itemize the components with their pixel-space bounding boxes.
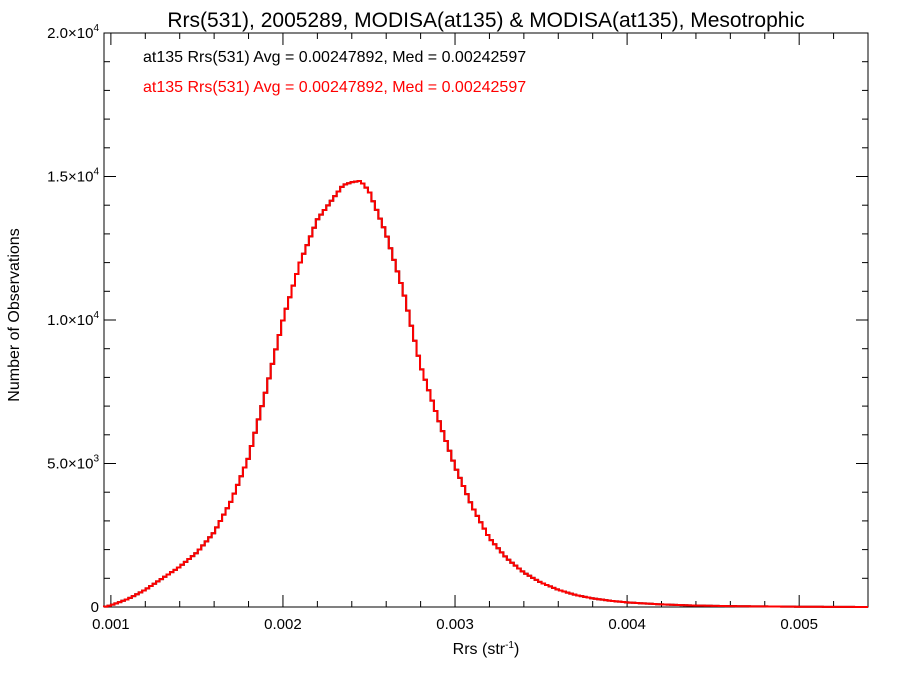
x-tick-label-2: 0.003 <box>436 616 474 633</box>
series-line-0 <box>103 180 868 608</box>
x-axis: 0.001 0.002 0.003 0.004 0.005 <box>92 33 869 633</box>
y-axis: 0 5.0×103 1.0×104 1.5×104 2.0×104 <box>47 23 868 616</box>
x-tick-label-0: 0.001 <box>92 616 130 633</box>
x-tick-label-1: 0.002 <box>264 616 302 633</box>
chart-title: Rrs(531), 2005289, MODISA(at135) & MODIS… <box>167 9 804 32</box>
y-tick-label-2: 1.0×104 <box>47 310 99 329</box>
x-axis-label: Rrs (str-1) <box>453 640 520 658</box>
y-tick-label-4: 2.0×104 <box>47 23 99 42</box>
y-tick-label-3: 1.5×104 <box>47 167 99 186</box>
y-axis-label: Number of Observations <box>6 228 23 401</box>
x-tick-label-3: 0.004 <box>608 616 646 633</box>
x-tick-label-4: 0.005 <box>780 616 818 633</box>
y-tick-label-1: 5.0×103 <box>47 454 99 473</box>
series-line-1 <box>103 180 868 608</box>
legend-entry-black: at135 Rrs(531) Avg = 0.00247892, Med = 0… <box>143 49 526 66</box>
series-layer <box>103 180 868 608</box>
legend-entry-red: at135 Rrs(531) Avg = 0.00247892, Med = 0… <box>143 79 526 96</box>
y-tick-label-0: 0 <box>91 599 99 616</box>
